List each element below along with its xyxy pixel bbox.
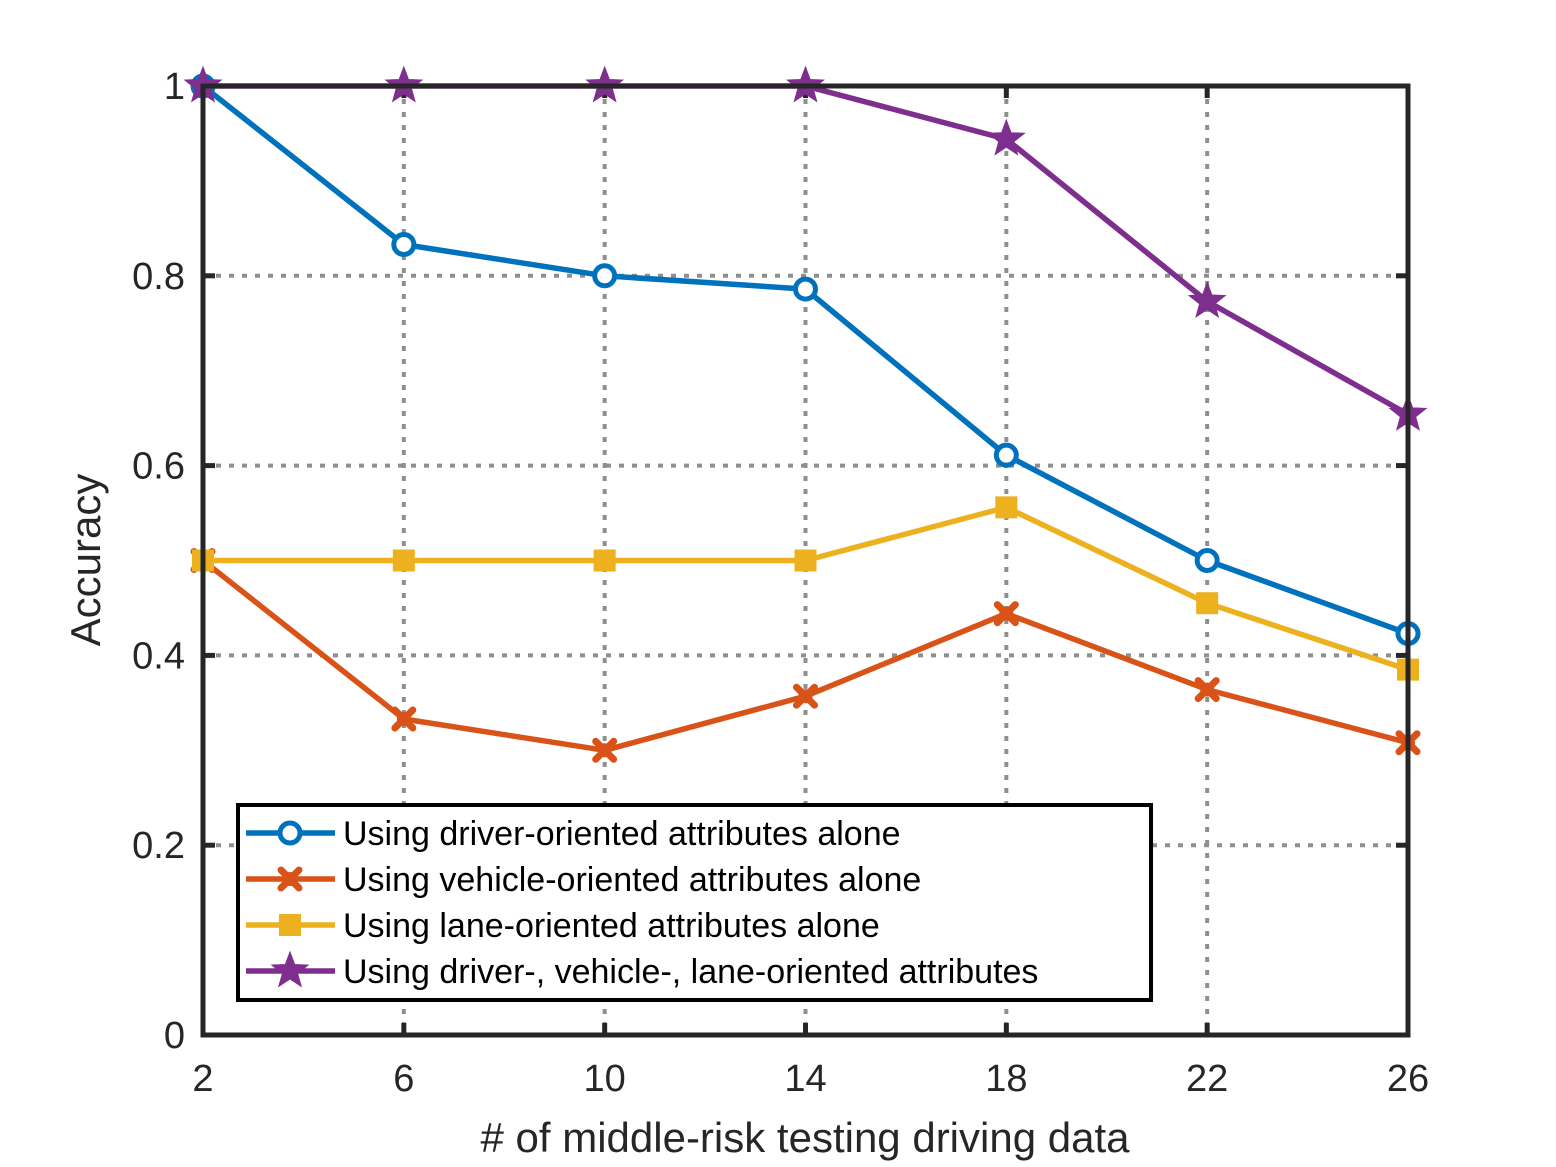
- x-tick-label: 26: [1387, 1058, 1429, 1100]
- data-point-lane: [1196, 592, 1219, 615]
- legend-label: Using driver-oriented attributes alone: [343, 815, 901, 853]
- x-axis-label: # of middle-risk testing driving data: [481, 1114, 1131, 1161]
- legend-label: Using driver-, vehicle-, lane-oriented a…: [343, 953, 1038, 991]
- legend: Using driver-oriented attributes alone Us…: [236, 803, 1153, 1002]
- x-tick-label: 10: [584, 1058, 626, 1100]
- data-point-combined: [986, 118, 1026, 156]
- legend-marker: [279, 914, 301, 936]
- data-point-driver: [793, 276, 818, 302]
- y-axis-label: Accuracy: [62, 474, 109, 647]
- y-tick-label: 0.4: [132, 635, 185, 677]
- y-tick-label: 1: [164, 66, 185, 108]
- x-tick-labels: 2 6 10 14 18 22 26: [192, 1058, 1429, 1100]
- data-point-lane: [593, 549, 616, 572]
- x-tick-label: 2: [192, 1058, 213, 1100]
- legend-marker: [277, 866, 303, 892]
- data-point-driver: [592, 263, 618, 289]
- legend-item-combined: Using driver-, vehicle-, lane-oriented a…: [246, 950, 1038, 991]
- data-point-vehicle: [592, 737, 618, 763]
- data-point-vehicle: [793, 683, 818, 709]
- data-point-driver: [1194, 548, 1220, 573]
- data-point-combined: [1187, 280, 1227, 318]
- x-tick-label: 18: [985, 1058, 1027, 1100]
- x-tick-label: 22: [1186, 1058, 1228, 1100]
- legend-label: Using vehicle-oriented attributes alone: [343, 861, 921, 899]
- data-point-lane: [995, 496, 1018, 519]
- series-vehicle: [190, 548, 1421, 763]
- x-tick-label: 6: [393, 1058, 414, 1100]
- y-tick-label: 0.6: [132, 446, 185, 488]
- data-point-lane: [392, 549, 415, 572]
- y-tick-label: 0: [164, 1015, 185, 1057]
- y-tick-label: 0.2: [132, 825, 185, 867]
- data-point-driver: [993, 442, 1019, 468]
- x-tick-label: 14: [784, 1058, 826, 1100]
- y-tick-label: 0.8: [132, 256, 185, 298]
- data-point-driver: [391, 231, 417, 257]
- data-point-vehicle: [993, 601, 1019, 627]
- series-lane: [192, 496, 1419, 681]
- plot-frame: [200, 83, 1411, 1038]
- legend-marker: [270, 950, 310, 988]
- data-point-lane: [794, 549, 817, 572]
- legend-box: [236, 803, 1153, 1002]
- data-point-vehicle: [391, 706, 417, 732]
- y-tick-labels: 0 0.2 0.4 0.6 0.8 1: [132, 66, 185, 1057]
- legend-item-lane: Using lane-oriented attributes alone: [246, 907, 880, 945]
- legend-item-driver: Using driver-oriented attributes alone: [246, 815, 901, 853]
- series-driver: [190, 73, 1421, 647]
- legend-label: Using lane-oriented attributes alone: [343, 907, 880, 945]
- data-point-vehicle: [1194, 677, 1220, 703]
- legend-marker: [277, 820, 303, 846]
- legend-item-vehicle: Using vehicle-oriented attributes alone: [246, 861, 921, 899]
